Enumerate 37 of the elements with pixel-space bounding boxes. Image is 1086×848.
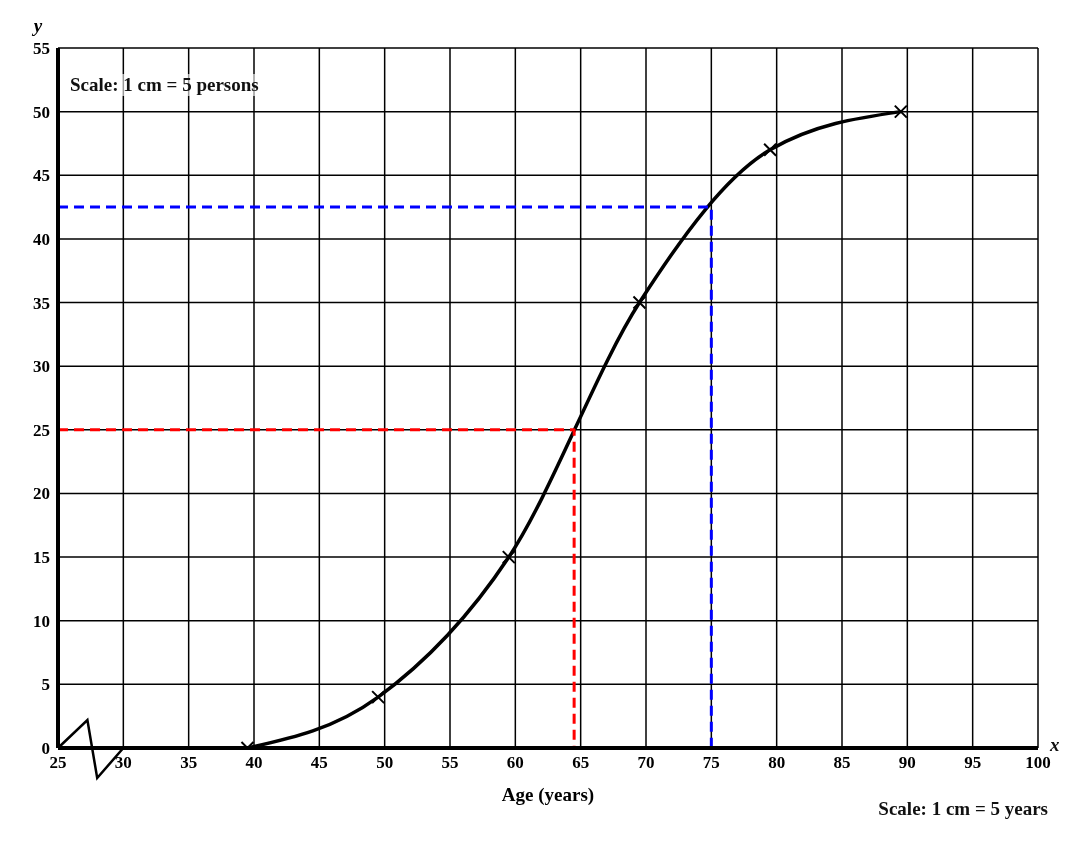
x-tick-label: 85 [833,753,851,773]
point [893,104,908,119]
x-tick-label: 70 [637,753,655,773]
y-tick-label: 50 [33,102,50,122]
point [763,142,778,157]
annotation: Scale: 1 cm = 5 persons [70,74,259,96]
y-tick-label: 0 [41,739,50,759]
y-axis-title: y [31,15,43,36]
x-tick-label: 65 [572,753,590,773]
x-tick-label: 40 [245,753,263,773]
x-axis-title: Age (years) [501,784,595,807]
point [632,295,647,310]
x-tick-label: 55 [441,753,459,773]
x-tick-label: 35 [180,753,198,773]
y-tick-label: 5 [41,675,50,695]
y-tick-label: 40 [33,229,50,249]
x-tick-label: 75 [702,753,720,773]
x-tick-label: 100 [1025,753,1051,773]
x-tick-label: 90 [898,753,916,773]
y-tick-label: 55 [33,39,50,59]
text: Scale: 1 cm = 5 years [878,798,1048,820]
x-tick-label: 95 [964,753,982,773]
y-tick-label: 15 [33,548,50,568]
y-tick-label: 10 [33,611,50,631]
point [501,550,516,565]
x-tick-label: 60 [506,753,524,773]
y-tick-label: 25 [33,420,50,440]
x-tick-label: 80 [768,753,786,773]
point [371,690,386,705]
y-tick-label: 45 [33,166,50,186]
text: x [1050,734,1060,756]
x-tick-label: 30 [114,753,132,773]
x-tick-label: 45 [310,753,328,773]
y-tick-label: 20 [33,484,50,504]
y-tick-label: 30 [33,357,50,377]
x-tick-label: 50 [376,753,394,773]
y-tick-label: 35 [33,293,50,313]
